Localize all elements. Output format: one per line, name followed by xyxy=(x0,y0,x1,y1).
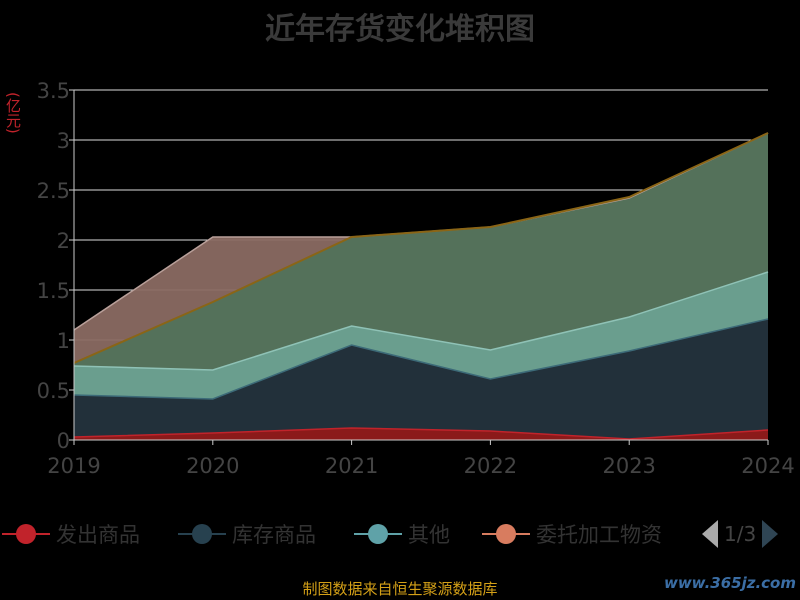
legend-pager: 1/3 xyxy=(700,518,780,550)
data-source-note: 制图数据来自恒生聚源数据库 xyxy=(302,580,498,598)
line-other xyxy=(73,271,769,371)
x-tick-label: 2022 xyxy=(464,454,517,478)
y-tick-label: 3 xyxy=(57,129,70,153)
chart-title: 近年存货变化堆积图 xyxy=(265,12,535,47)
stacked-area-chart: 0 0.5 1 1.5 2 2.5 3 3.5 2019 2020 2021 2022 2023 2024 xyxy=(37,79,795,478)
watermark: www.365jz.com xyxy=(663,574,796,592)
line-stock xyxy=(73,318,769,400)
y-tick-label: 1.5 xyxy=(37,279,70,303)
y-tick-label: 0 xyxy=(57,429,70,453)
y-tick-label: 1 xyxy=(57,329,70,353)
legend-marker-circle-icon xyxy=(354,524,402,544)
legend-marker-circle-icon xyxy=(178,524,226,544)
legend[interactable]: 发出商品 库存商品 其他 委托加工物资 xyxy=(0,518,800,550)
legend-label: 库存商品 xyxy=(232,523,316,547)
legend-marker-circle-icon xyxy=(2,524,50,544)
legend-item-dispatched[interactable]: 发出商品 xyxy=(2,518,140,550)
legend-item-consigned[interactable]: 委托加工物资 xyxy=(482,518,682,550)
area-other xyxy=(74,272,768,399)
legend-label: 委托加工物资 xyxy=(536,523,662,547)
y-tick-label: 2.5 xyxy=(37,179,70,203)
y-axis-unit: (亿元) xyxy=(4,92,22,134)
legend-label: 其他 xyxy=(408,523,450,547)
legend-marker-circle-icon xyxy=(482,524,530,544)
line-top-series xyxy=(73,132,769,364)
y-tick-label: 2 xyxy=(57,229,70,253)
prev-page-arrow-icon[interactable] xyxy=(700,518,720,550)
x-tick-label: 2024 xyxy=(741,454,794,478)
legend-item-stock[interactable]: 库存商品 xyxy=(178,518,316,550)
x-tick-label: 2023 xyxy=(602,454,655,478)
y-tick-label: 0.5 xyxy=(37,379,70,403)
next-page-arrow-icon[interactable] xyxy=(760,518,780,550)
legend-label: 发出商品 xyxy=(56,523,140,547)
area-top-series xyxy=(74,133,768,370)
y-tick-label: 3.5 xyxy=(37,79,70,103)
x-tick-label: 2021 xyxy=(325,454,378,478)
legend-item-other[interactable]: 其他 xyxy=(354,518,450,550)
x-tick-label: 2019 xyxy=(47,454,100,478)
legend-page-indicator: 1/3 xyxy=(724,522,757,546)
line-dispatched xyxy=(73,427,769,440)
x-tick-label: 2020 xyxy=(186,454,239,478)
area-stock xyxy=(74,319,768,439)
